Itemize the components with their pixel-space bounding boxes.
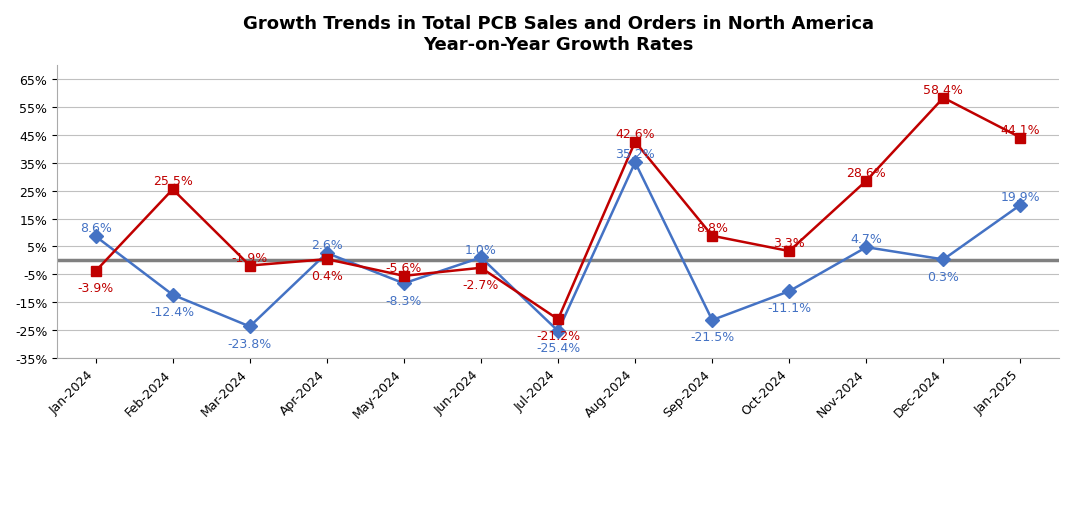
Bookings [89,269,102,275]
Shipments [628,160,641,166]
Text: 8.8%: 8.8% [696,221,728,235]
Bookings [937,96,949,102]
Text: 44.1%: 44.1% [1001,124,1041,136]
Text: -2.7%: -2.7% [463,278,499,291]
Shipments [706,318,719,324]
Bookings [320,257,333,263]
Text: -21.5%: -21.5% [691,330,735,344]
Bookings [552,317,565,323]
Text: 8.6%: 8.6% [79,222,112,235]
Shipments [475,255,488,261]
Text: -25.4%: -25.4% [536,342,580,354]
Bookings [1014,135,1027,142]
Text: 4.7%: 4.7% [851,233,882,246]
Shipments [860,245,873,251]
Text: 3.3%: 3.3% [773,237,806,250]
Legend:  [552,428,564,438]
Shipments [552,328,565,334]
Bookings [166,187,179,193]
Text: -5.6%: -5.6% [386,262,422,274]
Text: 19.9%: 19.9% [1001,191,1041,204]
Text: -8.3%: -8.3% [386,294,422,307]
Shipments [783,289,796,295]
Text: -21.2%: -21.2% [536,330,580,343]
Text: -1.9%: -1.9% [232,251,267,264]
Line: Shipments: Shipments [91,158,1026,336]
Shipments [89,234,102,240]
Bookings [783,248,796,254]
Text: -12.4%: -12.4% [150,305,194,318]
Shipments [320,250,333,257]
Shipments [166,292,179,298]
Shipments [937,257,949,263]
Bookings [860,178,873,184]
Bookings [397,273,410,279]
Line: Bookings: Bookings [91,94,1026,324]
Text: -3.9%: -3.9% [77,281,114,295]
Bookings [628,139,641,146]
Text: 58.4%: 58.4% [924,84,963,97]
Text: 28.6%: 28.6% [846,166,886,180]
Text: 35.2%: 35.2% [615,148,655,161]
Text: -11.1%: -11.1% [767,302,811,315]
Text: -23.8%: -23.8% [228,337,272,350]
Bookings [244,263,257,269]
Text: 42.6%: 42.6% [615,128,655,140]
Text: 0.3%: 0.3% [928,270,959,283]
Bookings [706,233,719,239]
Text: 0.4%: 0.4% [310,270,343,282]
Shipments [1014,203,1027,209]
Bookings [475,265,488,271]
Title: Growth Trends in Total PCB Sales and Orders in North America
Year-on-Year Growth: Growth Trends in Total PCB Sales and Ord… [243,15,873,53]
Shipments [397,281,410,287]
Text: 2.6%: 2.6% [311,239,343,251]
Text: 1.0%: 1.0% [465,243,497,256]
Text: 25.5%: 25.5% [153,175,192,188]
Shipments [244,324,257,330]
